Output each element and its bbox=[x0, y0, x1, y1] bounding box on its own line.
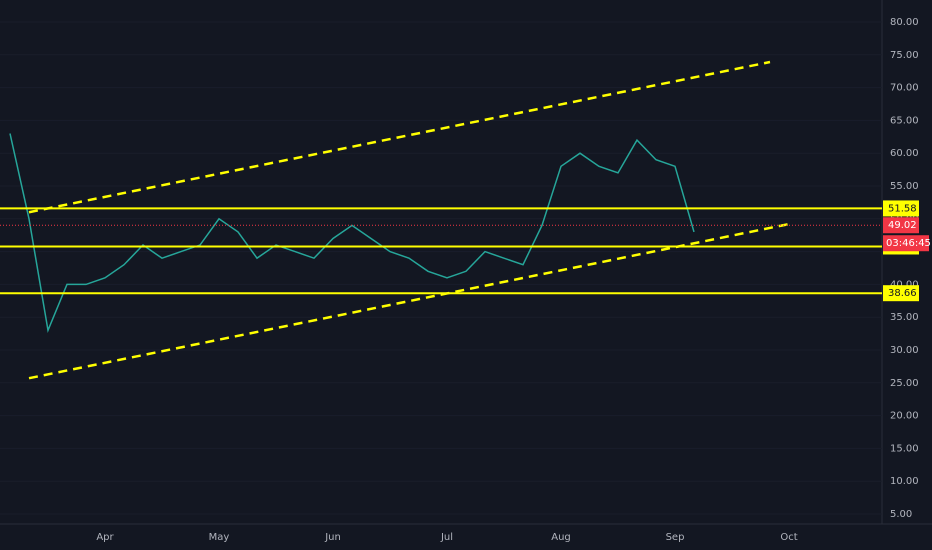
y-tick-label: 80.00 bbox=[890, 17, 919, 28]
x-tick-label: Apr bbox=[96, 532, 114, 543]
y-tick-label: 65.00 bbox=[890, 115, 919, 126]
y-tick-label: 35.00 bbox=[890, 312, 919, 323]
y-tick-label: 40.00 bbox=[890, 279, 919, 290]
last-price-label: 49.02 bbox=[888, 220, 917, 231]
level-label: 51.58 bbox=[888, 203, 917, 214]
price-line bbox=[9, 133, 695, 334]
x-tick-label: Aug bbox=[551, 532, 571, 543]
y-tick-label: 25.00 bbox=[890, 378, 919, 389]
x-tick-label: Oct bbox=[780, 532, 797, 543]
trend-line bbox=[28, 222, 790, 380]
level-label-box bbox=[883, 200, 919, 217]
x-tick-label: Jul bbox=[440, 532, 453, 543]
level-label: 38.66 bbox=[888, 288, 917, 299]
y-tick-label: 55.00 bbox=[890, 181, 919, 192]
y-tick-label: 75.00 bbox=[890, 50, 919, 61]
trend-line bbox=[28, 60, 771, 214]
y-tick-label: 30.00 bbox=[890, 345, 919, 356]
countdown-label: 03:46:45 bbox=[886, 238, 931, 249]
y-tick-label: 5.00 bbox=[890, 509, 912, 520]
countdown-box bbox=[883, 235, 929, 252]
y-tick-label: 20.00 bbox=[890, 411, 919, 422]
last-price-box bbox=[883, 217, 919, 234]
y-tick-label: 15.00 bbox=[890, 443, 919, 454]
level-label-box bbox=[883, 285, 919, 302]
x-tick-label: May bbox=[209, 532, 230, 543]
x-tick-label: Jun bbox=[324, 532, 341, 543]
y-tick-label: 10.00 bbox=[890, 476, 919, 487]
y-tick-label: 70.00 bbox=[890, 83, 919, 94]
y-tick-label: 60.00 bbox=[890, 148, 919, 159]
x-tick-label: Sep bbox=[666, 532, 685, 543]
